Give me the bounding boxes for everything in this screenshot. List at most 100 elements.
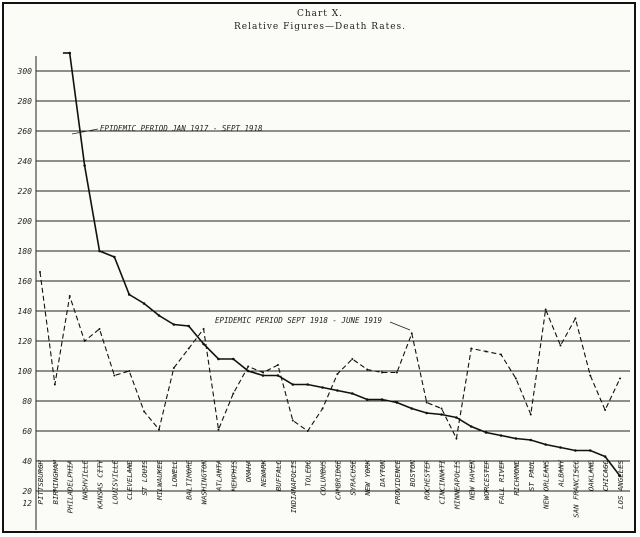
data-point <box>127 293 131 296</box>
data-point <box>83 340 86 342</box>
data-point <box>395 371 398 374</box>
data-point <box>544 308 547 311</box>
data-point <box>113 374 116 377</box>
annotation-leader-1 <box>71 128 99 135</box>
data-point <box>306 383 309 386</box>
category-label: BIRMINGHAM <box>51 459 60 504</box>
data-point <box>425 401 428 404</box>
data-point <box>53 383 56 386</box>
category-label: NEWARK <box>259 459 268 487</box>
category-label: FALL RIVER <box>497 459 506 504</box>
category-label: SYRACUSE <box>348 459 357 495</box>
data-point <box>499 434 503 437</box>
category-label: BUFFALO <box>274 459 283 491</box>
annotation-leader-2 <box>389 321 411 331</box>
data-point <box>485 350 488 353</box>
data-point <box>336 373 339 375</box>
category-labels: PITTSBURGH BIRMINGHAM PHILADELPHIA NASHVILL… <box>36 459 625 517</box>
category-label: TOLEDO <box>304 459 313 486</box>
category-label: NASHVILLE <box>81 459 90 501</box>
category-label: ATLANTA <box>214 460 223 492</box>
data-point <box>455 437 458 440</box>
data-point <box>514 437 518 440</box>
data-point <box>574 317 577 320</box>
y-tick-label: 300 <box>17 67 33 76</box>
data-point <box>351 358 354 360</box>
category-label: NEW YORK <box>363 459 372 496</box>
category-ticks <box>39 462 621 473</box>
y-tick-label: 180 <box>18 247 33 256</box>
y-tick-label: 280 <box>18 97 33 106</box>
data-point <box>365 398 369 401</box>
y-tick-label: 60 <box>22 427 32 436</box>
data-point <box>470 347 473 350</box>
series-line-2 <box>39 271 621 441</box>
data-point <box>321 386 324 389</box>
category-label: OMAHA <box>244 460 253 482</box>
category-label: MEMPHIS <box>229 459 238 492</box>
data-point <box>500 353 503 356</box>
data-point <box>559 344 562 347</box>
data-point <box>142 302 146 305</box>
data-point <box>246 369 250 373</box>
data-point <box>291 419 294 422</box>
data-point <box>410 332 413 335</box>
data-point <box>574 449 577 452</box>
data-point <box>128 370 131 372</box>
category-label: KANSAS CITY <box>95 459 104 509</box>
data-point <box>410 407 414 410</box>
category-label: RICHMOND <box>512 459 521 495</box>
y-tick-label: 200 <box>18 217 33 226</box>
y-tick-label: 260 <box>18 127 33 136</box>
category-label: BALTIMORE <box>185 459 194 500</box>
data-point <box>261 374 265 377</box>
data-point <box>217 357 220 361</box>
data-point <box>217 428 220 431</box>
data-point <box>143 410 146 413</box>
y-tick-label: 140 <box>18 307 33 316</box>
y-tick-label: 220 <box>18 187 33 196</box>
data-point <box>366 368 369 371</box>
annotation-period-2: EPIDEMIC PERIOD SEPT 1918 - JUNE 1919 <box>215 316 383 325</box>
data-point <box>262 371 265 374</box>
category-label: LOUISVILLE <box>110 459 119 504</box>
data-point <box>603 455 607 458</box>
y-tick-label: 120 <box>18 337 33 346</box>
data-point <box>247 365 250 368</box>
category-label: COLUMBUS <box>319 459 328 495</box>
data-point <box>68 295 71 297</box>
category-label: MILWAUKEE <box>155 459 164 501</box>
data-point <box>514 377 517 380</box>
data-point <box>484 431 488 434</box>
category-label: PHILADELPHIA <box>66 460 75 513</box>
data-point <box>381 371 384 374</box>
category-label: MINNEAPOLIS <box>452 459 461 509</box>
y-tick-label: 12 <box>22 499 32 508</box>
category-label: NEW HAVEN <box>467 459 476 501</box>
data-point <box>232 392 235 395</box>
data-point <box>232 357 235 361</box>
data-point <box>604 409 607 411</box>
grid-lines <box>35 56 630 530</box>
category-label: ROCHESTER <box>423 459 432 500</box>
category-label: CHICAGO <box>601 459 610 491</box>
data-point <box>589 374 592 377</box>
annotations: EPIDEMIC PERIOD JAN 1917 - SEPT 1918 EPID… <box>71 124 411 331</box>
data-point <box>113 255 116 259</box>
data-point <box>440 413 443 416</box>
chart-frame <box>2 2 636 533</box>
data-point <box>618 474 622 478</box>
y-tick-label: 160 <box>18 277 33 286</box>
category-label: BOSTON <box>408 459 417 486</box>
data-point <box>291 383 295 386</box>
data-point <box>336 389 339 392</box>
data-point <box>98 249 101 253</box>
y-tick-label: 20 <box>22 487 32 496</box>
category-label: DAYTON <box>378 459 387 487</box>
series-lines <box>39 51 622 478</box>
data-point <box>395 401 399 404</box>
category-label: WASHINGTON <box>200 459 209 504</box>
data-point <box>202 328 205 330</box>
data-point <box>83 164 86 167</box>
